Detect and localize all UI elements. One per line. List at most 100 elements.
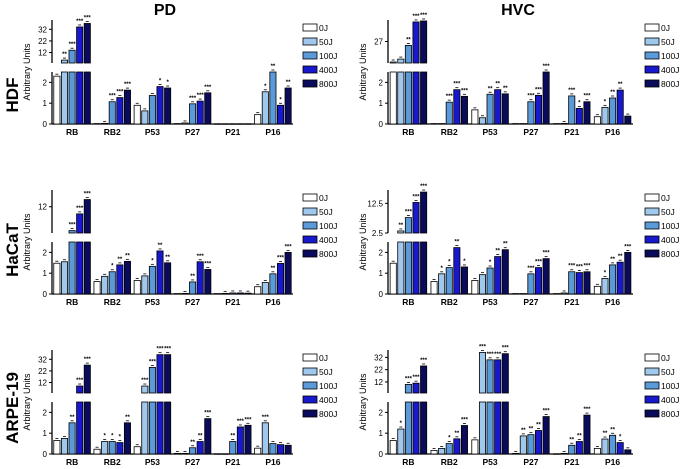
bar-p21-0j bbox=[214, 293, 222, 295]
significance-label: *** bbox=[420, 358, 428, 364]
x-tick-label: P53 bbox=[483, 127, 498, 137]
bar-upper-rb-800j bbox=[420, 365, 428, 394]
y-tick-label: 1 bbox=[43, 429, 48, 438]
legend-swatch-50j bbox=[302, 207, 318, 216]
bar-p27-800j bbox=[204, 418, 212, 455]
bar-rb-400j bbox=[412, 241, 420, 295]
bar-p16-400j bbox=[277, 263, 285, 295]
bar-p16-0j bbox=[254, 114, 262, 125]
bar-upper-p53-400j bbox=[156, 354, 164, 394]
y-tick-label: 1 bbox=[379, 99, 384, 108]
significance-label: * bbox=[111, 264, 114, 270]
bar-rb2-800j bbox=[460, 266, 468, 295]
bar-rb2-50j bbox=[438, 123, 446, 125]
significance-label: ** bbox=[618, 82, 623, 88]
x-tick-label: RB bbox=[66, 127, 78, 137]
x-tick-label: P27 bbox=[523, 127, 538, 137]
bar-rb-100j bbox=[404, 71, 412, 125]
bar-p53-0j bbox=[471, 109, 479, 125]
legend-label-800j: 800J bbox=[661, 249, 679, 259]
bar-p21-0j bbox=[553, 293, 561, 295]
significance-label: * bbox=[111, 434, 114, 440]
significance-label: ** bbox=[406, 37, 411, 43]
significance-label: *** bbox=[413, 14, 421, 20]
bar-rb2-0j bbox=[93, 281, 101, 295]
y-axis-label: Arbitrary Units bbox=[22, 213, 32, 271]
significance-label: * bbox=[619, 435, 622, 441]
x-tick-label: P16 bbox=[605, 457, 620, 467]
bar-p21-50j bbox=[560, 122, 568, 125]
significance-label: *** bbox=[189, 96, 197, 102]
bar-p21-0j bbox=[214, 453, 222, 455]
legend-swatch-50j bbox=[644, 37, 660, 46]
bar-p16-800j bbox=[284, 252, 292, 295]
y-axis-label: Arbitrary Units bbox=[358, 43, 368, 101]
x-tick-label: P53 bbox=[483, 457, 498, 467]
bar-rb2-100j bbox=[445, 267, 453, 295]
x-tick-label: RB bbox=[402, 297, 414, 307]
legend-swatch-0j bbox=[302, 353, 318, 362]
bar-upper-p53-50j bbox=[478, 352, 486, 394]
bar-rb-0j bbox=[389, 262, 397, 295]
significance-label: *** bbox=[76, 378, 84, 384]
significance-label: *** bbox=[413, 194, 421, 200]
y-tick-label: 12 bbox=[38, 49, 47, 58]
legend-label-100j: 100J bbox=[319, 51, 337, 61]
bar-p53-100j bbox=[486, 93, 494, 125]
legend-label-800j: 800J bbox=[661, 409, 679, 419]
significance-label: *** bbox=[461, 418, 469, 424]
significance-label: ** bbox=[286, 80, 291, 86]
legend-label-800j: 800J bbox=[319, 249, 337, 259]
bar-upper-rb-100j bbox=[404, 45, 412, 64]
bar-rb2-800j bbox=[460, 425, 468, 455]
bar-rb2-50j bbox=[101, 122, 109, 125]
legend-swatch-100j bbox=[302, 221, 318, 230]
legend-label-400j: 400J bbox=[661, 235, 679, 245]
bar-p27-800j bbox=[542, 416, 550, 455]
bar-upper-rb-400j bbox=[76, 26, 84, 64]
significance-label: ** bbox=[158, 243, 163, 249]
bar-upper-rb-100j bbox=[68, 49, 76, 64]
bar-p21-50j bbox=[221, 292, 229, 295]
significance-label: *** bbox=[285, 244, 293, 250]
bar-rb-50j bbox=[60, 438, 68, 455]
bar-rb2-0j bbox=[430, 123, 438, 125]
significance-label: * bbox=[103, 434, 106, 440]
x-tick-label: P16 bbox=[605, 297, 620, 307]
legend-label-400j: 400J bbox=[319, 65, 337, 75]
bar-rb2-400j bbox=[116, 97, 124, 125]
significance-label: ** bbox=[190, 440, 195, 446]
bar-p16-100j bbox=[609, 97, 617, 125]
bar-p16-0j bbox=[593, 447, 601, 455]
significance-label: *** bbox=[461, 88, 469, 94]
significance-label: * bbox=[463, 259, 466, 265]
significance-label: * bbox=[448, 436, 451, 442]
bar-rb-100j bbox=[68, 71, 76, 125]
bar-p53-0j bbox=[133, 280, 141, 295]
legend-label-0j: 0J bbox=[319, 353, 328, 363]
bar-rb2-50j bbox=[101, 441, 109, 455]
bar-p21-400j bbox=[236, 123, 244, 125]
bar-p27-400j bbox=[535, 267, 543, 295]
significance-label: *** bbox=[479, 344, 487, 350]
bar-rb-800j bbox=[420, 71, 428, 125]
bar-p16-100j bbox=[269, 443, 277, 455]
bar-p16-0j bbox=[254, 447, 262, 455]
bar-p53-800j bbox=[164, 262, 172, 295]
bar-rb-0j bbox=[389, 440, 397, 455]
significance-label: *** bbox=[204, 411, 212, 417]
bar-p27-0j bbox=[512, 123, 520, 125]
bar-p53-400j bbox=[494, 401, 502, 455]
legend-label-800j: 800J bbox=[319, 79, 337, 89]
legend-swatch-100j bbox=[644, 221, 660, 230]
bar-rb2-100j bbox=[108, 101, 116, 125]
bar-p21-100j bbox=[229, 441, 237, 455]
legend-swatch-50j bbox=[644, 367, 660, 376]
bar-p53-0j bbox=[471, 439, 479, 455]
bar-p27-800j bbox=[542, 258, 550, 295]
significance-label: *** bbox=[453, 82, 461, 88]
significance-label: *** bbox=[76, 19, 84, 25]
significance-label: *** bbox=[420, 13, 428, 19]
bar-upper-p53-50j bbox=[141, 385, 149, 394]
